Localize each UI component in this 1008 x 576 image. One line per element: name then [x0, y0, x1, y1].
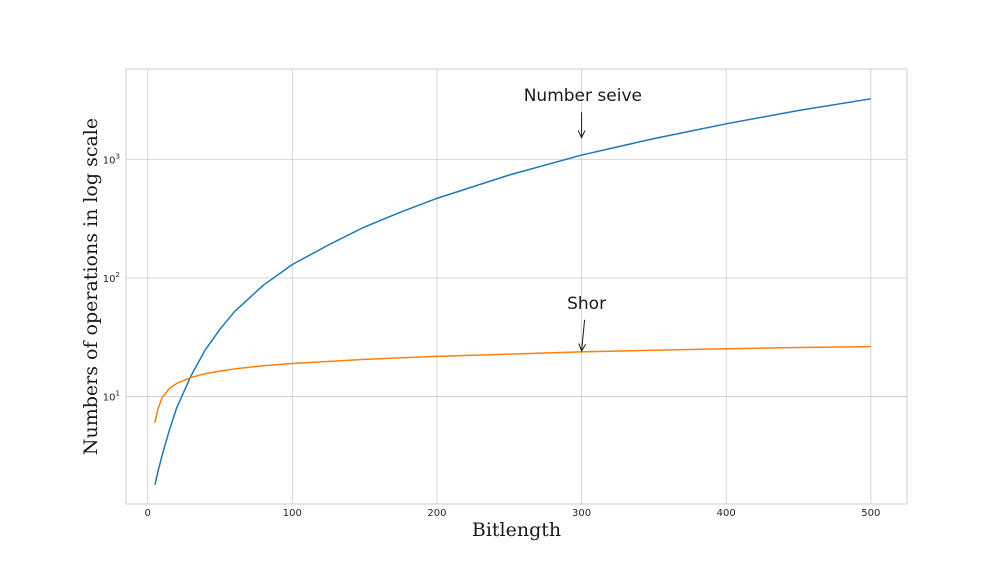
y-gridlines [126, 159, 907, 397]
plot-area [125, 68, 908, 505]
y-tick-label: 101 [103, 390, 120, 404]
annotation-label: Shor [567, 294, 606, 314]
annotation-arrow-head [577, 130, 586, 139]
annotation-arrow-line [581, 319, 586, 351]
annotations: Number seive Shor [524, 86, 642, 353]
x-tick-label: 400 [717, 508, 736, 519]
y-tick-label: 102 [103, 271, 120, 285]
y-axis-label: Numbers of operations in log scale [80, 118, 102, 455]
annotation-arrow-head [578, 343, 587, 353]
series-line-2 [154, 345, 871, 423]
x-tick-labels: 0 100 200 300 400 500 [145, 508, 881, 519]
x-tick-label: 0 [145, 508, 151, 519]
x-tick-label: 200 [427, 508, 446, 519]
series-line-1 [154, 98, 871, 485]
series-layer [154, 98, 871, 485]
x-tick-label: 500 [861, 508, 880, 519]
y-tick-labels: 101 102 103 [103, 152, 120, 403]
x-gridlines [147, 69, 872, 504]
x-tick-label: 100 [283, 508, 302, 519]
annotation-label: Number seive [524, 86, 642, 106]
x-axis-label: Bitlength [472, 519, 561, 541]
y-tick-label: 103 [103, 152, 120, 166]
x-tick-label: 300 [572, 508, 591, 519]
